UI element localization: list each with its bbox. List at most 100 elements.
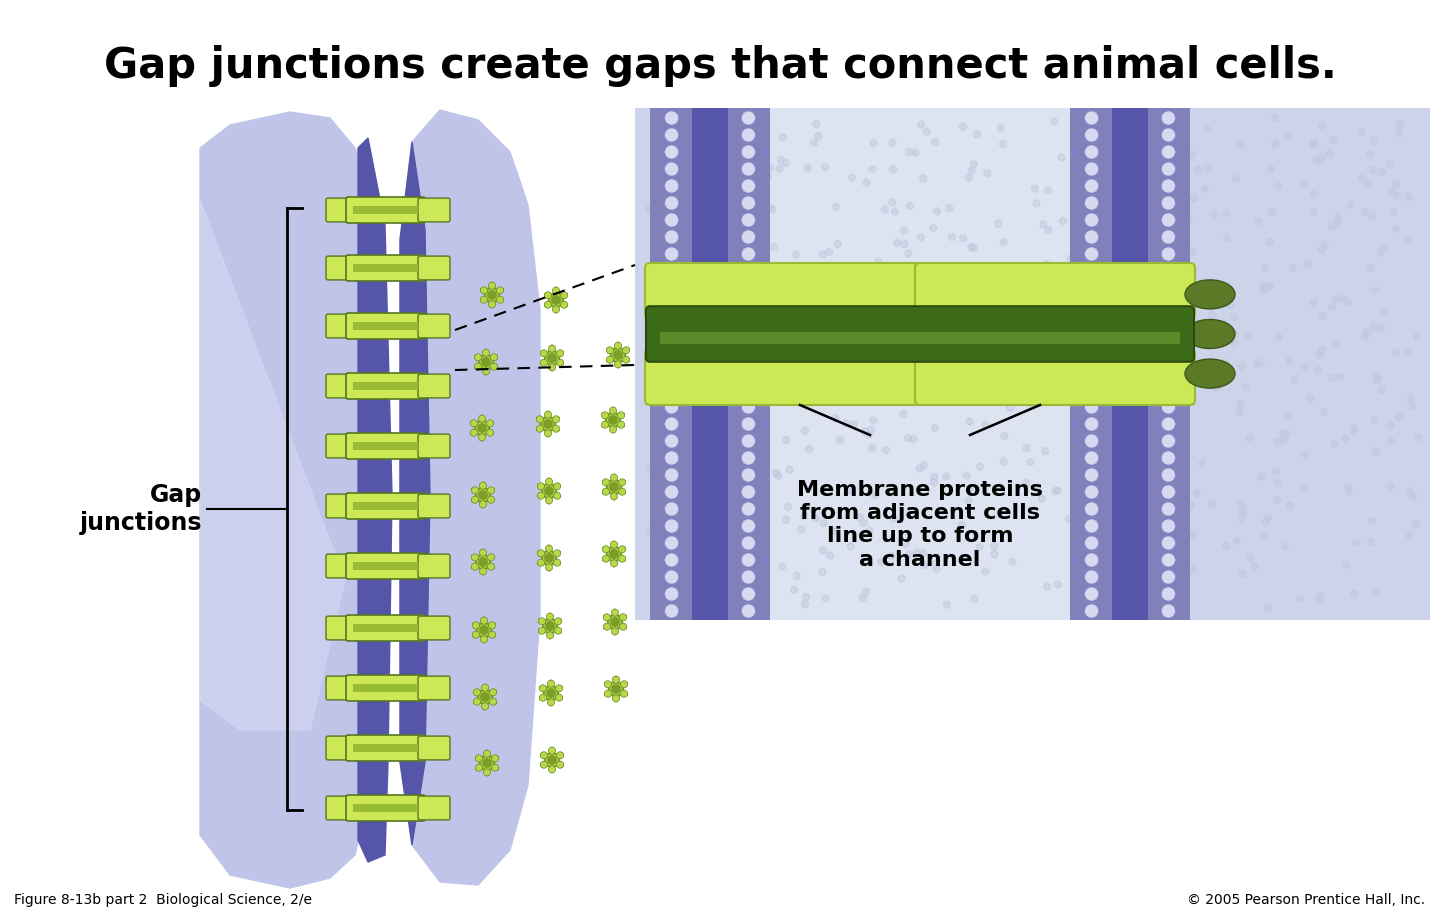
- Circle shape: [891, 208, 899, 215]
- Circle shape: [854, 334, 861, 341]
- Circle shape: [665, 247, 678, 261]
- FancyBboxPatch shape: [346, 615, 425, 641]
- Circle shape: [1282, 543, 1289, 550]
- Circle shape: [1269, 208, 1276, 215]
- Circle shape: [665, 196, 678, 210]
- Circle shape: [1246, 434, 1253, 442]
- Circle shape: [786, 467, 793, 473]
- Ellipse shape: [1185, 280, 1236, 309]
- Ellipse shape: [481, 296, 488, 303]
- Circle shape: [742, 434, 756, 448]
- Circle shape: [819, 251, 827, 258]
- Circle shape: [609, 416, 618, 424]
- Circle shape: [1162, 519, 1175, 533]
- Circle shape: [994, 298, 1001, 305]
- Ellipse shape: [553, 416, 560, 423]
- Ellipse shape: [488, 622, 495, 629]
- Circle shape: [749, 196, 756, 202]
- Circle shape: [1132, 479, 1138, 486]
- Circle shape: [1162, 128, 1175, 142]
- Circle shape: [1028, 400, 1035, 407]
- FancyBboxPatch shape: [418, 676, 449, 699]
- Circle shape: [1153, 468, 1161, 476]
- Ellipse shape: [609, 407, 616, 414]
- Circle shape: [749, 216, 756, 223]
- Circle shape: [730, 306, 737, 313]
- Circle shape: [729, 411, 736, 418]
- Circle shape: [1139, 565, 1146, 572]
- Ellipse shape: [556, 350, 563, 357]
- Circle shape: [665, 553, 678, 567]
- Circle shape: [733, 322, 740, 330]
- Circle shape: [742, 162, 756, 176]
- Circle shape: [1410, 492, 1417, 500]
- Circle shape: [1054, 581, 1061, 588]
- Circle shape: [1364, 328, 1371, 335]
- Ellipse shape: [480, 549, 487, 556]
- Ellipse shape: [471, 487, 478, 494]
- Circle shape: [1084, 145, 1099, 159]
- Ellipse shape: [549, 766, 556, 773]
- Circle shape: [1345, 489, 1352, 495]
- Circle shape: [1369, 213, 1377, 221]
- Circle shape: [778, 156, 785, 164]
- Circle shape: [756, 151, 763, 158]
- Circle shape: [971, 244, 978, 251]
- Circle shape: [815, 133, 822, 140]
- Polygon shape: [474, 684, 497, 710]
- Circle shape: [933, 565, 940, 572]
- Ellipse shape: [474, 363, 481, 371]
- Circle shape: [906, 551, 913, 558]
- Circle shape: [1079, 574, 1086, 581]
- Circle shape: [742, 587, 756, 601]
- Circle shape: [1388, 187, 1395, 194]
- Circle shape: [999, 458, 1007, 465]
- Circle shape: [1378, 324, 1385, 332]
- Circle shape: [1227, 301, 1234, 309]
- Circle shape: [779, 563, 786, 570]
- Ellipse shape: [497, 286, 504, 294]
- Circle shape: [832, 203, 840, 211]
- Polygon shape: [541, 747, 563, 773]
- Circle shape: [900, 410, 907, 418]
- Ellipse shape: [546, 478, 553, 485]
- Circle shape: [1378, 387, 1385, 394]
- Circle shape: [1407, 396, 1414, 403]
- Circle shape: [707, 121, 714, 128]
- Circle shape: [802, 593, 809, 601]
- Circle shape: [804, 164, 811, 172]
- Circle shape: [1132, 177, 1139, 185]
- Circle shape: [727, 190, 734, 197]
- Ellipse shape: [546, 632, 553, 638]
- Circle shape: [1070, 331, 1076, 337]
- Circle shape: [906, 149, 913, 155]
- Circle shape: [1009, 558, 1017, 565]
- Bar: [1112, 108, 1148, 620]
- Ellipse shape: [474, 699, 481, 705]
- Circle shape: [742, 570, 756, 584]
- FancyBboxPatch shape: [418, 256, 449, 280]
- Circle shape: [696, 290, 703, 298]
- Polygon shape: [472, 482, 494, 508]
- Circle shape: [1162, 468, 1175, 482]
- Circle shape: [651, 565, 658, 571]
- Polygon shape: [602, 407, 625, 433]
- FancyBboxPatch shape: [325, 314, 359, 338]
- Ellipse shape: [554, 627, 562, 634]
- Circle shape: [698, 202, 706, 209]
- Ellipse shape: [544, 292, 552, 298]
- Circle shape: [665, 587, 678, 601]
- Ellipse shape: [480, 567, 487, 575]
- Circle shape: [721, 163, 729, 169]
- Circle shape: [865, 432, 873, 439]
- Circle shape: [1292, 376, 1299, 383]
- Circle shape: [819, 568, 825, 576]
- Circle shape: [1100, 410, 1107, 418]
- Circle shape: [665, 588, 672, 595]
- Circle shape: [870, 417, 877, 424]
- Circle shape: [1221, 359, 1228, 366]
- Circle shape: [1084, 519, 1099, 533]
- Circle shape: [1120, 431, 1128, 437]
- Ellipse shape: [481, 703, 488, 710]
- FancyBboxPatch shape: [346, 255, 425, 281]
